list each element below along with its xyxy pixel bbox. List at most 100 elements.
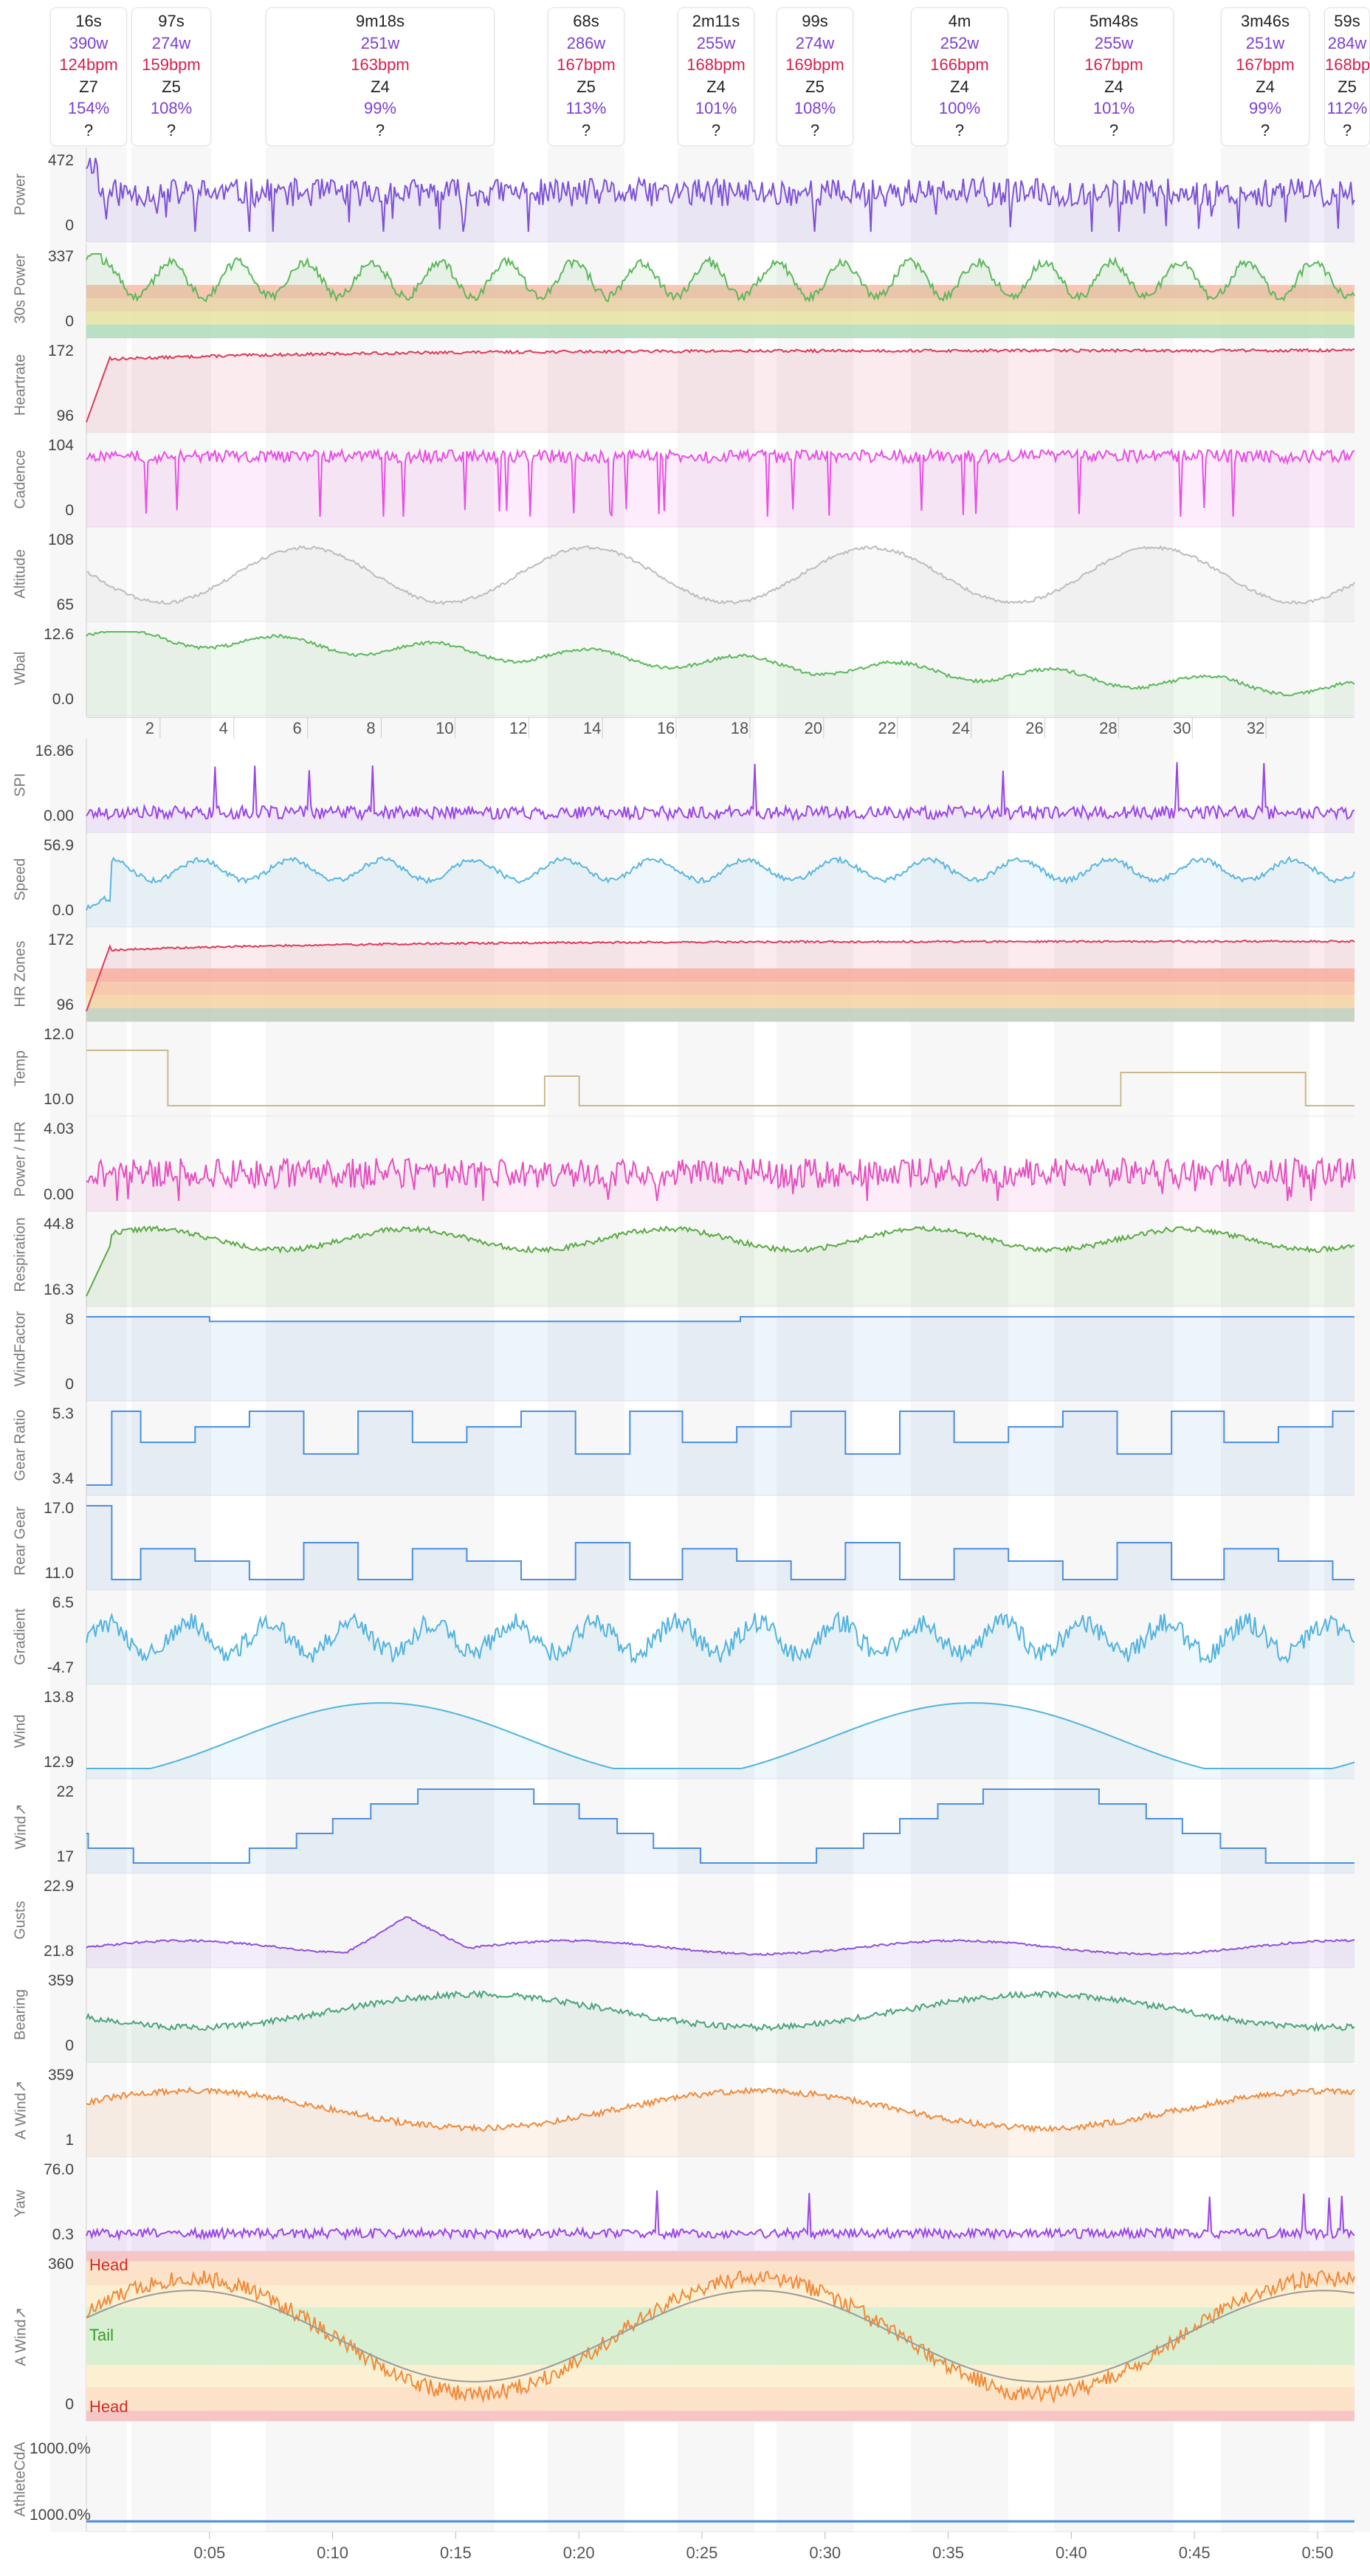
series-fill: [86, 1317, 1354, 1401]
interval-zone: Z4: [371, 77, 390, 96]
wind-bearing-line: [86, 2290, 1355, 2383]
interval-zone: Z4: [1256, 77, 1275, 96]
interval-card-5[interactable]: 2m11s 255w 168bpm Z4 101%?: [678, 7, 754, 146]
series-fill: [86, 1917, 1354, 1968]
interval-card-8[interactable]: 5m48s 255w 167bpm Z4 101%?: [1054, 7, 1174, 146]
panel-16: [86, 1590, 1355, 1685]
interval-card-9[interactable]: 3m46s 251w 167bpm Z4 99%?: [1221, 7, 1309, 146]
interval-heartrate: 167bpm: [557, 55, 616, 74]
y-tick-label: 108: [47, 531, 74, 548]
series-line-14: [86, 1411, 1354, 1486]
interval-card-1[interactable]: 16s 390w 124bpm Z7 154%?: [50, 7, 127, 146]
interval-percent: 99%: [363, 99, 397, 117]
y-tick-label: 76.0: [44, 2161, 74, 2178]
wind-zone-label-tail: Tail: [89, 2326, 114, 2344]
interval-note: ?: [1260, 120, 1270, 140]
y-tick-label: 8: [65, 1311, 74, 1328]
distance-tick-label: 16: [656, 719, 675, 737]
series-line-12: [86, 1225, 1355, 1297]
interval-duration: 2m11s: [692, 12, 740, 30]
interval-card-2[interactable]: 97s 274w 159bpm Z5 108%?: [131, 7, 211, 146]
interval-card-10[interactable]: 59s 284w 168bpm Z5 112%?: [1324, 7, 1370, 146]
panel-14: [86, 1401, 1354, 1496]
distance-tick-label: 32: [1246, 719, 1265, 737]
interval-percent: 112%: [1326, 99, 1368, 117]
series-line-7: [86, 762, 1355, 822]
panel-5: [86, 527, 1355, 622]
series-fill: [86, 2190, 1354, 2251]
y-tick-label: 21.8: [44, 1943, 74, 1960]
y-tick-label: 0: [65, 217, 74, 234]
series-line-18: [86, 1788, 1354, 1864]
distance-tick-label: 2: [145, 719, 154, 737]
y-tick-label: 1000.0%: [30, 2440, 91, 2457]
series-fill: [86, 1991, 1354, 2062]
interval-band-7: [911, 148, 1008, 2532]
y-tick-label: -4.7: [47, 1659, 74, 1676]
series-line-8: [86, 855, 1355, 911]
interval-percent: 101%: [695, 99, 737, 117]
interval-duration: 3m46s: [1240, 12, 1290, 30]
series-line-9: [86, 939, 1355, 1012]
interval-band-2: [131, 148, 211, 2532]
interval-power: 274w: [795, 33, 835, 52]
panel-10: [86, 1022, 1354, 1117]
panel-label-8: Speed: [12, 858, 29, 901]
interval-duration: 9m18s: [355, 12, 405, 30]
y-tick-label: 22.9: [44, 1878, 74, 1895]
panel-13: [86, 1306, 1354, 1402]
panel-11: [86, 1116, 1355, 1212]
interval-percent: 100%: [938, 99, 981, 117]
interval-band-10: [1324, 148, 1370, 2532]
series-line-5: [86, 545, 1355, 606]
interval-duration: 99s: [802, 12, 828, 30]
panel-18: [86, 1779, 1354, 1874]
y-tick-label: 4.03: [44, 1120, 74, 1137]
power-zone-band-3: [86, 982, 1354, 995]
series-fill: [86, 762, 1354, 833]
panel-label-4: Cadence: [12, 450, 29, 509]
interval-power: 251w: [360, 33, 400, 52]
distance-tick-label: 6: [292, 719, 302, 737]
wind-zone-band-1: [86, 2251, 1354, 2262]
panel-2: [86, 244, 1355, 339]
interval-card-7[interactable]: 4m 252w 166bpm Z4 100%?: [911, 7, 1008, 146]
interval-heartrate: 163bpm: [351, 55, 410, 74]
panel-label-13: WindFactor: [12, 1311, 29, 1387]
wind-zone-band-4: [86, 2307, 1354, 2366]
time-tick-label: 0:50: [1301, 2544, 1334, 2562]
y-tick-label: 13.8: [44, 1689, 74, 1706]
interval-band-6: [777, 148, 853, 2532]
interval-percent: 154%: [67, 99, 110, 117]
interval-power: 284w: [1327, 33, 1367, 52]
interval-card-6[interactable]: 99s 274w 169bpm Z5 108%?: [777, 7, 853, 146]
interval-note: ?: [711, 120, 721, 140]
interval-power: 252w: [940, 33, 980, 52]
interval-heartrate: 167bpm: [1084, 55, 1143, 74]
y-tick-label: 1000.0%: [30, 2507, 91, 2524]
interval-zone: Z4: [950, 77, 969, 96]
distance-tick-label: 10: [436, 719, 454, 737]
series-line-20: [86, 1990, 1355, 2033]
panel-label-6: Wbal: [12, 651, 29, 686]
y-tick-label: 0: [65, 313, 74, 330]
y-tick-label: 5.3: [52, 1405, 74, 1422]
panel-23: [86, 2251, 1355, 2422]
distance-tick-label: 12: [509, 719, 528, 737]
y-tick-label: 22: [56, 1783, 74, 1800]
y-tick-label: 359: [47, 1972, 74, 1989]
interval-card-3[interactable]: 9m18s 251w 163bpm Z4 99%?: [266, 7, 495, 146]
interval-note: ?: [83, 120, 94, 140]
y-tick-label: 6.5: [52, 1594, 74, 1611]
series-fill: [86, 1703, 1354, 1779]
panel-label-3: Heartrate: [12, 354, 29, 416]
interval-card-4[interactable]: 68s 286w 167bpm Z5 113%?: [548, 7, 624, 146]
series-fill: [86, 1226, 1354, 1306]
wind-zone-band-3: [86, 2285, 1354, 2307]
series-line-1: [86, 157, 1355, 233]
power-zone-band-2: [86, 311, 1354, 325]
series-fill: [86, 1158, 1354, 1211]
interval-heartrate: 168bpm: [1325, 55, 1370, 74]
time-axis: [209, 2532, 1318, 2539]
